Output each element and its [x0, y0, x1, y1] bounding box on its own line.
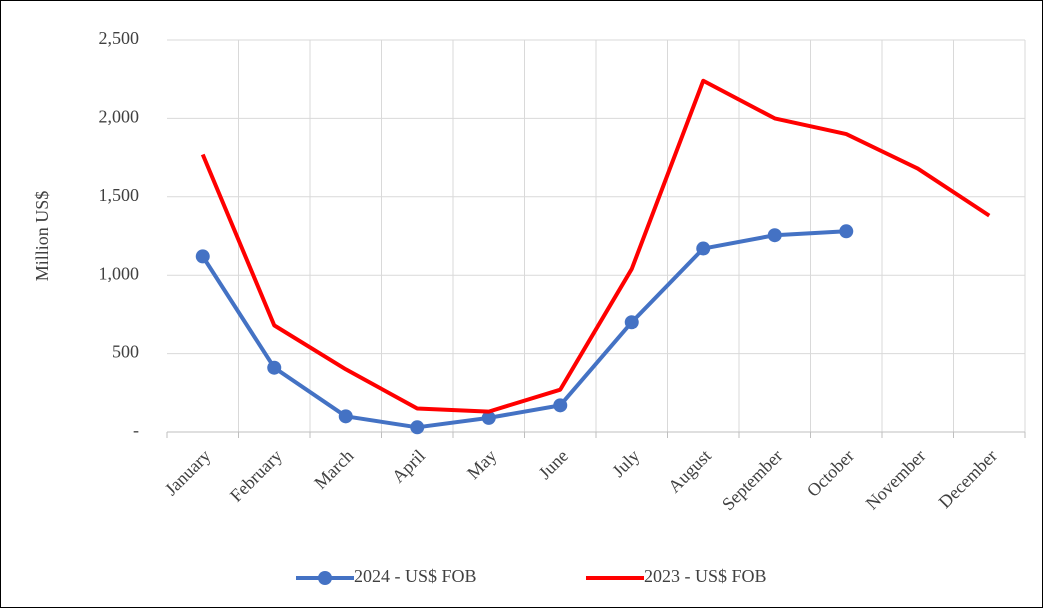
y-tick-label: 2,500 — [99, 28, 140, 48]
point-marker — [338, 409, 353, 424]
legend-marker — [318, 571, 332, 585]
y-tick-label: 1,000 — [99, 263, 140, 283]
y-tick-label: 500 — [112, 342, 139, 362]
point-marker — [481, 410, 496, 425]
y-tick-label: - — [133, 420, 139, 440]
series-line — [201, 229, 847, 430]
y-axis-title: Million US$ — [32, 191, 52, 282]
legend-label: 2024 - US$ FOB — [354, 566, 477, 586]
point-marker — [624, 315, 639, 330]
point-marker — [553, 398, 568, 413]
y-tick-label: 2,000 — [99, 107, 140, 127]
point-marker — [195, 249, 210, 264]
point-marker — [410, 420, 425, 435]
point-marker — [767, 228, 782, 243]
point-marker — [696, 241, 711, 256]
legend-label: 2023 - US$ FOB — [644, 566, 767, 586]
series-line — [200, 78, 991, 414]
y-tick-label: 1,500 — [99, 185, 140, 205]
point-marker — [839, 224, 854, 239]
point-marker — [267, 360, 282, 375]
